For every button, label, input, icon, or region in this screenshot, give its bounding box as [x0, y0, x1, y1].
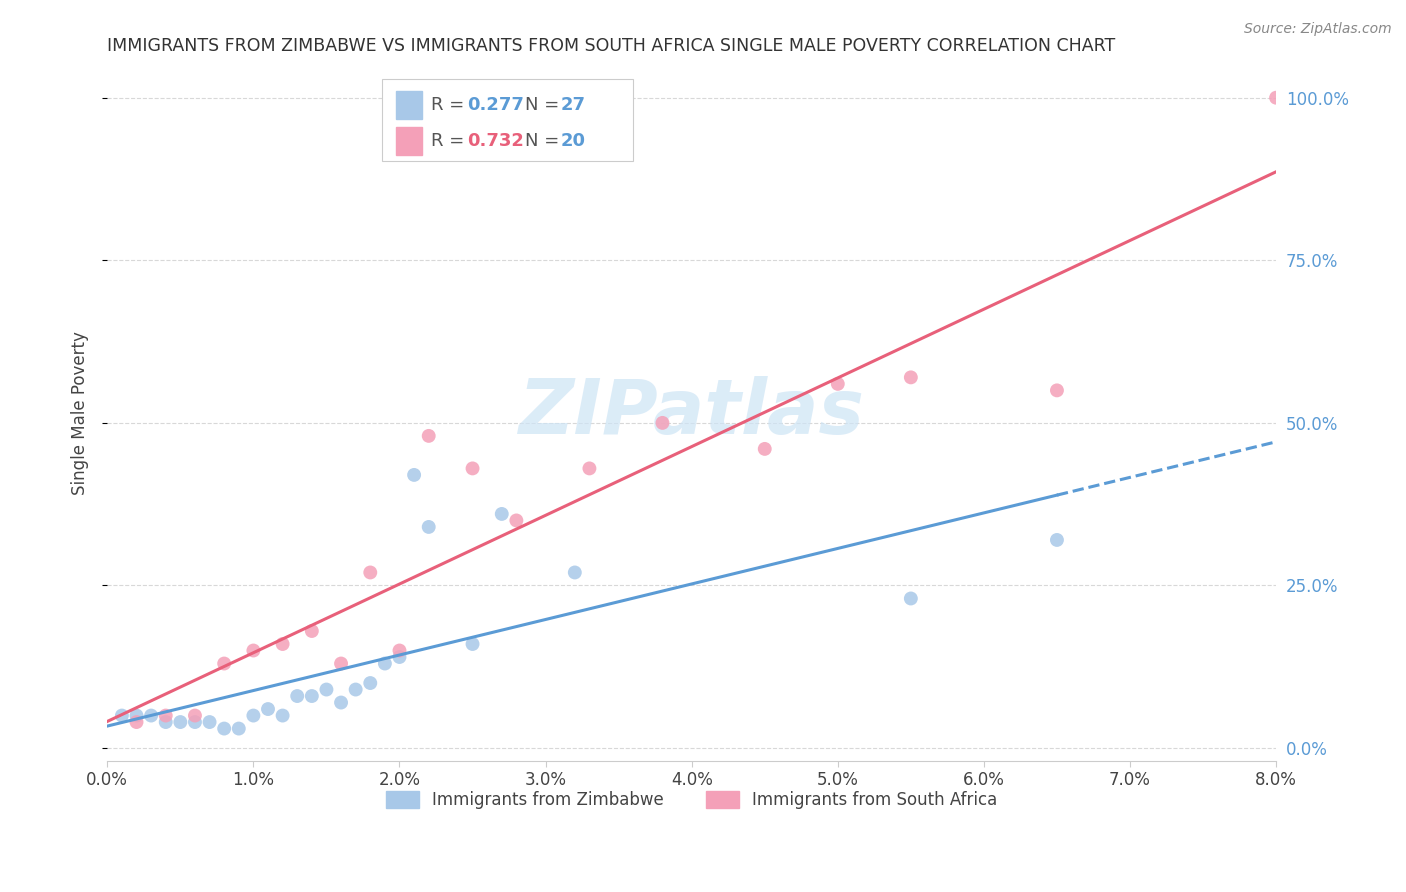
Point — [900, 370, 922, 384]
Point — [388, 643, 411, 657]
Point — [404, 467, 426, 482]
Point — [242, 643, 264, 657]
Point — [491, 507, 513, 521]
Text: N =: N = — [524, 95, 565, 114]
Legend: Immigrants from Zimbabwe, Immigrants from South Africa: Immigrants from Zimbabwe, Immigrants fro… — [380, 784, 1004, 815]
Point — [505, 513, 527, 527]
Point — [564, 566, 586, 580]
Point — [315, 682, 337, 697]
Point — [155, 708, 177, 723]
Point — [344, 682, 367, 697]
Text: 27: 27 — [561, 95, 586, 114]
Point — [418, 520, 440, 534]
Point — [125, 714, 148, 729]
Point — [111, 708, 134, 723]
Text: N =: N = — [524, 132, 565, 150]
Point — [359, 566, 381, 580]
FancyBboxPatch shape — [396, 91, 422, 119]
Point — [827, 376, 849, 391]
Text: IMMIGRANTS FROM ZIMBABWE VS IMMIGRANTS FROM SOUTH AFRICA SINGLE MALE POVERTY COR: IMMIGRANTS FROM ZIMBABWE VS IMMIGRANTS F… — [107, 37, 1115, 55]
Point — [418, 429, 440, 443]
Point — [169, 714, 191, 729]
Point — [388, 650, 411, 665]
Point — [1046, 384, 1069, 398]
Point — [301, 624, 323, 638]
FancyBboxPatch shape — [396, 127, 422, 155]
Point — [155, 714, 177, 729]
Point — [359, 676, 381, 690]
Point — [651, 416, 673, 430]
Text: R =: R = — [432, 95, 470, 114]
Point — [1265, 91, 1288, 105]
Point — [578, 461, 600, 475]
FancyBboxPatch shape — [382, 79, 633, 161]
Point — [330, 657, 353, 671]
Point — [285, 689, 308, 703]
Text: ZIPatlas: ZIPatlas — [519, 376, 865, 450]
Point — [754, 442, 776, 456]
Point — [271, 708, 294, 723]
Point — [330, 696, 353, 710]
Point — [900, 591, 922, 606]
Point — [461, 461, 484, 475]
Point — [184, 708, 207, 723]
Point — [198, 714, 221, 729]
Text: 20: 20 — [561, 132, 586, 150]
Point — [125, 708, 148, 723]
Point — [212, 657, 235, 671]
Point — [374, 657, 396, 671]
Text: 0.732: 0.732 — [467, 132, 524, 150]
Point — [257, 702, 280, 716]
Point — [301, 689, 323, 703]
Text: 0.277: 0.277 — [467, 95, 524, 114]
Point — [139, 708, 162, 723]
Point — [242, 708, 264, 723]
Point — [271, 637, 294, 651]
Text: Source: ZipAtlas.com: Source: ZipAtlas.com — [1244, 22, 1392, 37]
Text: R =: R = — [432, 132, 470, 150]
Point — [184, 714, 207, 729]
Point — [1046, 533, 1069, 547]
Point — [461, 637, 484, 651]
Point — [228, 722, 250, 736]
Point — [212, 722, 235, 736]
Y-axis label: Single Male Poverty: Single Male Poverty — [72, 331, 89, 495]
